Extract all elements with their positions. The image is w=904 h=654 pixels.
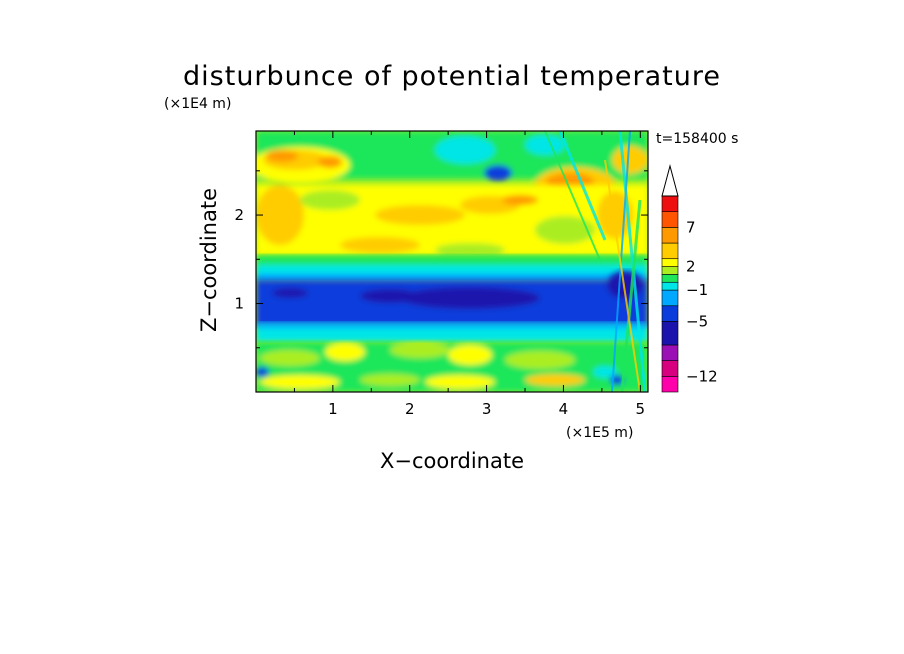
colorbar-swatch [661, 195, 679, 212]
plot-frame [255, 130, 649, 393]
y-tick-label: 1 [234, 295, 244, 313]
contour-field [256, 131, 648, 392]
x-axis-label: X−coordinate [380, 449, 524, 473]
bottom-region [256, 342, 648, 392]
colorbar-swatch [661, 274, 679, 283]
colorbar-label: −5 [686, 312, 708, 330]
x-tick-label: 4 [559, 400, 569, 418]
chart-title: disturbunce of potential temperature [183, 61, 721, 92]
colorbar-swatch [661, 289, 679, 307]
colorbar-label: 2 [686, 258, 696, 276]
right-edge-waves [544, 131, 647, 392]
colorbar-swatch [661, 258, 679, 267]
x-tick-label: 2 [405, 400, 415, 418]
y-tick-label: 2 [234, 206, 244, 224]
colorbar-label: −1 [686, 281, 708, 299]
x-axis: 1 2 3 4 5 [293, 131, 646, 418]
y-axis-unit: (×1E4 m) [164, 96, 231, 112]
colorbar-swatch [661, 344, 679, 361]
colorbar-label: 7 [686, 218, 696, 236]
lower-transition [256, 322, 648, 342]
colorbar-swatch [661, 360, 679, 377]
y-axis: 12 [234, 170, 648, 349]
colorbar-extend-arrow [661, 164, 679, 197]
colorbar: 7 2 −1 −5 −12 [661, 164, 718, 393]
x-axis-unit: (×1E5 m) [566, 425, 633, 441]
x-tick-label: 5 [636, 400, 646, 418]
colorbar-swatch [661, 305, 679, 322]
colorbar-swatch [661, 211, 679, 228]
time-label: t=158400 s [656, 131, 738, 147]
colorbar-swatch [661, 281, 679, 291]
x-tick-label: 3 [482, 400, 492, 418]
colorbar-swatch [661, 321, 679, 346]
transition-bands [256, 255, 648, 282]
colorbar-swatch [661, 242, 679, 260]
x-tick-label: 1 [328, 400, 338, 418]
y-axis-label: Z−coordinate [197, 188, 221, 332]
colorbar-swatch [661, 376, 679, 393]
upper-region [256, 131, 648, 203]
colorbar-swatch [661, 266, 679, 275]
colorbar-swatch [661, 227, 679, 244]
yellow-band [256, 185, 648, 257]
colorbar-label: −12 [686, 367, 718, 385]
